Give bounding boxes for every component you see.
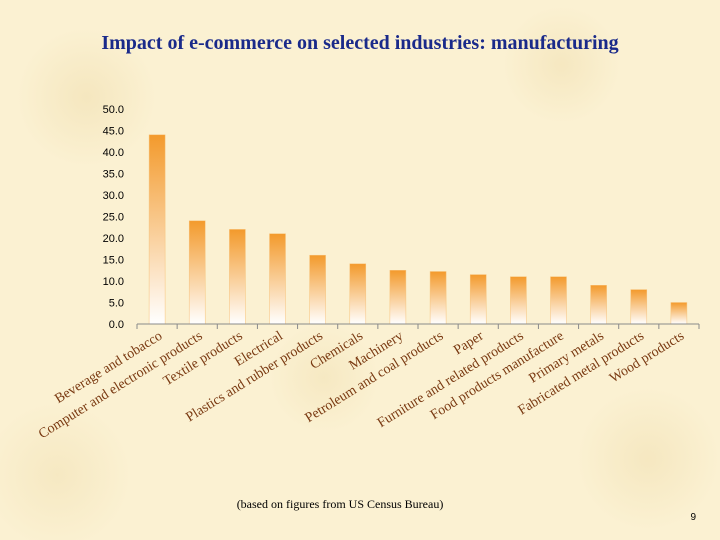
bar (469, 274, 487, 325)
bar (630, 289, 648, 325)
y-axis-tick-labels: 0.0 5.0 10.0 15.0 20.0 25.0 30.0 35.0 40.0 45.0 50… (103, 104, 124, 331)
slide-title: Impact of e-commerce on selected industr… (101, 32, 619, 54)
y-tick-label: 30.0 (103, 190, 124, 202)
y-tick-label: 40.0 (103, 147, 124, 159)
y-tick-label: 15.0 (103, 255, 124, 267)
page-number: 9 (690, 512, 696, 523)
category-label: Computer and electronic products (36, 329, 205, 442)
y-tick-label: 10.0 (103, 276, 124, 288)
y-tick-label: 5.0 (109, 298, 124, 310)
bar (550, 276, 567, 325)
y-tick-label: 50.0 (103, 104, 124, 116)
bar (188, 220, 206, 325)
bar (429, 271, 447, 325)
y-tick-label: 35.0 (103, 169, 124, 181)
bar (148, 134, 166, 325)
bar-series (148, 134, 688, 325)
source-note: (based on figures from US Census Bureau) (236, 497, 444, 511)
x-axis-tick-marks (136, 324, 700, 329)
bar (309, 254, 326, 325)
bar (269, 233, 286, 325)
y-tick-label: 0.0 (109, 319, 124, 331)
y-tick-label: 25.0 (103, 212, 124, 224)
bar (389, 270, 407, 325)
bar (349, 263, 367, 325)
bar (590, 285, 607, 325)
bar (670, 302, 688, 325)
y-tick-label: 45.0 (103, 126, 124, 138)
bar (229, 229, 246, 325)
bar (510, 276, 527, 325)
y-tick-label: 20.0 (103, 233, 124, 245)
